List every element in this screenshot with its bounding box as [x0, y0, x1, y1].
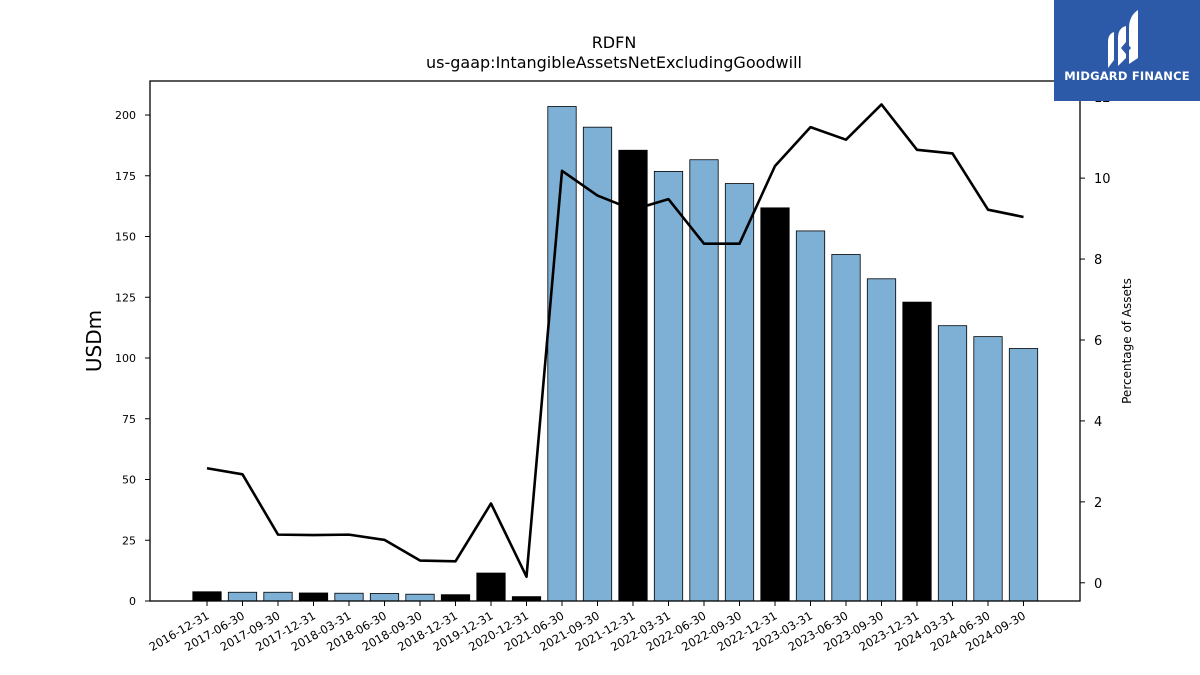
- y2-tick-label: 4: [1094, 415, 1102, 430]
- y-tick-label: 75: [122, 413, 136, 426]
- bar-2023-12-31: [902, 301, 932, 602]
- chart-title: RDFN: [592, 33, 637, 52]
- bar-2023-06-30: [831, 254, 861, 602]
- y-tick-label: 0: [129, 595, 136, 608]
- y2-tick-label: 8: [1094, 253, 1102, 268]
- bar-2018-09-30: [405, 593, 435, 602]
- bar-2022-03-31: [653, 170, 684, 602]
- y2-tick-label: 10: [1094, 172, 1111, 187]
- bar-2017-09-30: [263, 591, 293, 602]
- y-axis-ticks: 0 25 50 75 100 125 150 175 200: [115, 109, 150, 608]
- bar-2022-09-30: [724, 183, 755, 602]
- bars-layer: [192, 106, 1039, 602]
- logo-text: MIDGARD FINANCE: [1064, 69, 1190, 83]
- bar-2023-09-30: [866, 278, 897, 602]
- y-tick-label: 175: [115, 170, 136, 183]
- logo-mark-icon: [1108, 10, 1138, 68]
- y2-tick-label: 0: [1094, 577, 1102, 592]
- y-tick-label: 125: [115, 291, 136, 304]
- bar-2021-06-30: [547, 106, 577, 602]
- y2-tick-label: 2: [1094, 496, 1102, 511]
- y-axis-label: USDm: [82, 310, 106, 372]
- bar-2017-12-31: [298, 592, 329, 602]
- y2-tick-label: 6: [1094, 334, 1102, 349]
- bar-2024-06-30: [973, 336, 1003, 602]
- y-tick-label: 200: [115, 109, 136, 122]
- bar-2024-03-31: [937, 325, 968, 602]
- y-tick-label: 25: [122, 534, 136, 547]
- bar-2018-06-30: [369, 593, 400, 602]
- y-tick-label: 50: [122, 474, 136, 487]
- bar-2022-06-30: [689, 159, 719, 602]
- y-tick-label: 100: [115, 352, 136, 365]
- percentage-line: [206, 103, 1024, 579]
- bar-2018-03-31: [334, 592, 364, 602]
- bar-2023-03-31: [795, 230, 826, 602]
- brand-logo: MIDGARD FINANCE: [1054, 0, 1200, 101]
- bar-2022-12-31: [760, 207, 790, 602]
- plot-frame: [149, 80, 1081, 602]
- line-layer: [206, 103, 1024, 579]
- y2-axis-label: Percentage of Assets: [1120, 278, 1134, 404]
- bar-2021-09-30: [582, 126, 613, 602]
- x-axis-ticks: 2016-12-312017-06-302017-09-302017-12-31…: [147, 601, 1028, 654]
- y2-axis-ticks: 024681012: [1080, 91, 1111, 592]
- bar-2020-12-31: [511, 596, 542, 602]
- bar-2019-12-31: [476, 572, 506, 602]
- bar-2024-09-30: [1008, 348, 1039, 602]
- bar-2016-12-31: [192, 591, 222, 602]
- bar-2021-12-31: [618, 149, 648, 602]
- y-tick-label: 150: [115, 231, 136, 244]
- chart-subtitle: us-gaap:IntangibleAssetsNetExcludingGood…: [426, 53, 802, 72]
- bar-2017-06-30: [227, 591, 258, 602]
- bar-2018-12-31: [440, 594, 471, 602]
